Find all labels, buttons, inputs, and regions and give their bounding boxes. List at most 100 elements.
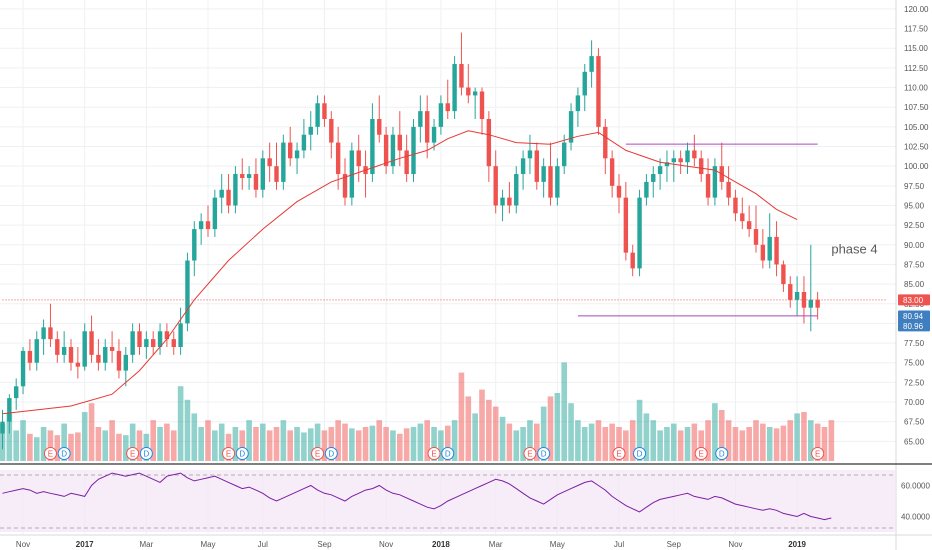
volume-bar xyxy=(808,420,814,461)
moving-average xyxy=(2,130,798,415)
candle-body xyxy=(637,197,642,269)
time-axis: Nov 2017 Mar May Jul Sep Nov 2018 Mar May Jul Sep No… xyxy=(0,534,932,549)
time-tick-label: 2019 xyxy=(788,540,806,549)
volume-bar xyxy=(438,430,444,461)
time-tick-label: Nov xyxy=(379,540,393,549)
candle-body xyxy=(466,87,471,96)
volume-bar xyxy=(424,420,430,461)
candle-body xyxy=(623,197,629,253)
dividend-marker xyxy=(57,447,71,460)
price-label-box xyxy=(898,310,930,322)
volume-bar xyxy=(13,430,19,461)
candle-body xyxy=(575,95,581,112)
volume-bar xyxy=(109,420,115,461)
candle-body xyxy=(342,174,348,198)
volume-bar xyxy=(472,413,478,461)
marker-label: E xyxy=(431,450,436,459)
candle-body xyxy=(335,142,341,175)
candle-body xyxy=(219,189,224,198)
candle-body xyxy=(267,158,272,167)
volume-bar xyxy=(88,403,95,461)
candle-body xyxy=(651,174,656,182)
candle-body xyxy=(500,197,505,206)
volume-bar xyxy=(520,427,526,461)
candle-body xyxy=(130,331,135,355)
candle-body xyxy=(507,197,512,206)
candle-body xyxy=(630,252,635,269)
candle-body xyxy=(68,347,74,363)
volume-bar xyxy=(280,420,287,461)
marker-label: E xyxy=(226,450,231,459)
price-tick-label: 107.50 xyxy=(904,103,929,112)
dividend-marker xyxy=(441,447,455,460)
candle-body xyxy=(472,91,478,96)
rsi-tick-label: 60.0000 xyxy=(901,482,930,491)
volume-bar xyxy=(431,427,437,461)
time-tick-label: Nov xyxy=(728,540,742,549)
candle-body xyxy=(322,103,327,119)
candle-body xyxy=(116,350,122,371)
volume-bar xyxy=(732,427,739,461)
volume-bar xyxy=(588,423,595,461)
candle-body xyxy=(479,91,485,119)
candle-body xyxy=(760,244,766,261)
candle-body xyxy=(48,327,53,340)
volume-bar xyxy=(718,410,725,461)
time-tick-label: Mar xyxy=(139,540,153,549)
candle-body xyxy=(726,181,731,198)
volume-bar xyxy=(753,420,759,461)
candle-body xyxy=(89,331,94,355)
price-tick-label: 120.00 xyxy=(904,5,929,14)
volume-bar xyxy=(499,416,506,461)
volume-bar xyxy=(184,399,191,461)
volume-bar xyxy=(273,427,280,461)
candle-body xyxy=(753,229,759,245)
price-tick-label: 92.50 xyxy=(904,221,925,230)
volume-bar xyxy=(794,413,800,461)
earnings-marker xyxy=(811,447,825,460)
marker-label: E xyxy=(130,450,135,459)
candle-body xyxy=(520,158,526,175)
annotations: phase 4 xyxy=(831,242,877,257)
earnings-marker xyxy=(523,447,537,460)
volume-bar xyxy=(376,420,383,461)
price-label-text: 83.00 xyxy=(903,296,924,305)
marker-label: D xyxy=(445,450,451,459)
time-tick-label: 2017 xyxy=(76,540,94,549)
volume-bar xyxy=(739,430,746,461)
volume-bar xyxy=(246,420,252,461)
candle-body xyxy=(699,158,704,175)
volume-bar xyxy=(218,423,225,461)
volume-bar xyxy=(410,427,417,461)
time-tick-label: Jul xyxy=(614,540,624,549)
rsi-tick-label: 40.0000 xyxy=(901,513,930,522)
candle-body xyxy=(815,299,820,308)
candle-body xyxy=(397,134,402,151)
candle-body xyxy=(390,134,396,167)
time-tick-label: May xyxy=(200,540,215,549)
time-tick-label: Mar xyxy=(489,540,503,549)
volume-bar xyxy=(301,432,307,461)
price-tick-label: 117.50 xyxy=(904,25,928,34)
price-tick-label: 112.50 xyxy=(904,64,928,73)
candle-body xyxy=(548,166,553,198)
earnings-marker xyxy=(427,447,441,460)
candle-body xyxy=(808,299,813,308)
candle-body xyxy=(226,189,231,206)
volume-bar xyxy=(198,427,204,461)
candle-body xyxy=(452,63,457,112)
volume-bar xyxy=(287,430,293,461)
volume-bar xyxy=(581,427,588,461)
volume-bar xyxy=(33,437,40,461)
volume-bar xyxy=(232,427,239,461)
candle-body xyxy=(164,331,170,340)
candle-body xyxy=(794,291,800,300)
volume-bar xyxy=(129,423,136,461)
candle-body xyxy=(260,158,265,190)
volume-bar xyxy=(403,428,410,461)
candle-body xyxy=(568,111,574,143)
dividend-marker xyxy=(633,447,647,460)
marker-label: E xyxy=(315,450,320,459)
